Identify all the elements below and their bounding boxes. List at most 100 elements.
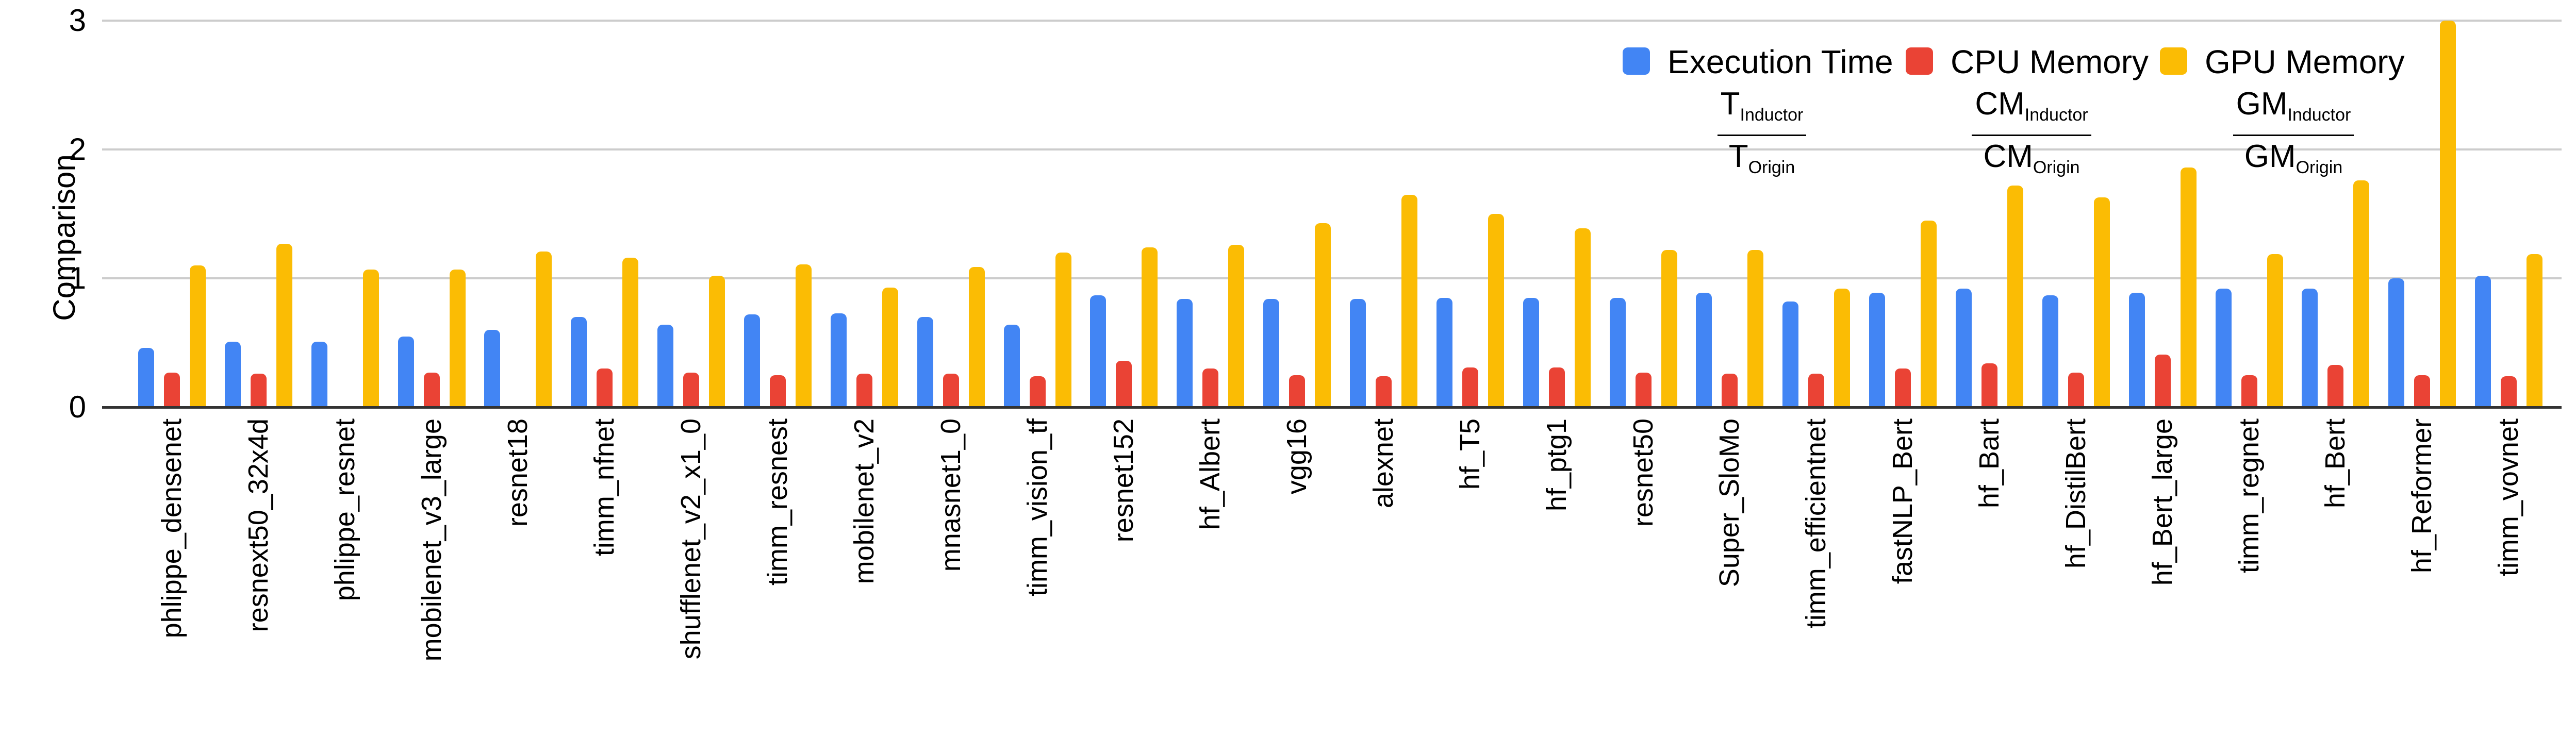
bar-gpu-memory <box>1315 223 1331 407</box>
y-tick-label: 0 <box>69 390 86 424</box>
x-axis-label-text: timm_vision_tf <box>1021 418 1053 597</box>
bar-execution-time <box>571 317 587 407</box>
bar-cpu-memory <box>2327 364 2344 407</box>
bar-gpu-memory <box>1661 250 1677 407</box>
bar-gpu-memory <box>709 276 725 407</box>
x-axis-label-text: timm_vovnet <box>2493 418 2524 577</box>
x-axis-label-text: mobilenet_v3_large <box>416 418 447 662</box>
formula-numerator-main: CM <box>1975 86 2025 122</box>
bar-gpu-memory <box>882 287 898 407</box>
x-axis-label-text: timm_regnet <box>2233 418 2265 574</box>
x-axis-label: shufflenet_v2_x1_0 <box>675 418 707 676</box>
x-axis-label-text: hf_Albert <box>1195 418 1226 530</box>
bar-execution-time <box>1782 301 1799 407</box>
bar-execution-time <box>1090 295 1107 407</box>
bar-execution-time <box>1955 289 1972 407</box>
x-axis-label-text: timm_efficientnet <box>1801 418 1832 629</box>
x-axis-label-text: hf_Reformer <box>2406 418 2438 574</box>
bar-execution-time <box>2042 295 2058 407</box>
bar-gpu-memory <box>2093 197 2110 407</box>
x-axis-label-text: fastNLP_Bert <box>1887 418 1919 584</box>
bar-gpu-memory <box>190 265 206 407</box>
x-axis-label-text: resnext50_32x4d <box>242 418 274 632</box>
bar-gpu-memory <box>622 258 639 407</box>
x-axis-label-text: hf_DistilBert <box>2060 418 2091 569</box>
x-axis-label: timm_vision_tf <box>1021 418 1053 676</box>
x-axis-label: fastNLP_Bert <box>1887 418 1919 676</box>
bar-cpu-memory <box>1981 363 1997 407</box>
formula-numerator: TInductor <box>1717 88 1807 136</box>
x-axis-label-text: resnet18 <box>502 418 534 527</box>
bar-gpu-memory <box>276 243 292 407</box>
x-axis-label: hf_Bert <box>2320 418 2351 676</box>
x-axis-label-text: shufflenet_v2_x1_0 <box>675 418 707 660</box>
bar-gpu-memory <box>1921 220 1937 407</box>
bar-cpu-memory <box>2241 375 2257 407</box>
bar-gpu-memory <box>2267 254 2283 407</box>
legend-color-swatch-icon <box>1906 47 1933 75</box>
bar-execution-time <box>1696 292 1712 407</box>
bar-gpu-memory <box>1574 228 1591 407</box>
formula-numerator: CMInductor <box>1972 88 2091 136</box>
x-axis-label: mobilenet_v2 <box>849 418 880 676</box>
formula-denominator: TOrigin <box>1659 140 1865 184</box>
x-axis-label: hf_T5 <box>1454 418 1485 676</box>
x-axis-label: phlippe_resnet <box>329 418 360 676</box>
bar-cpu-memory <box>1462 367 1478 407</box>
bar-gpu-memory <box>2527 254 2543 407</box>
x-axis-label: timm_nfnet <box>589 418 620 676</box>
formula-denominator-sub: Origin <box>2033 158 2080 177</box>
formula-denominator: GMOrigin <box>2190 140 2397 184</box>
bar-cpu-memory <box>683 372 700 407</box>
formula-denominator-main: CM <box>1983 139 2033 174</box>
x-axis-line <box>102 406 2562 409</box>
bar-gpu-memory <box>968 266 985 407</box>
x-axis-label: timm_resnest <box>762 418 793 676</box>
formula-numerator-sub: Inductor <box>1740 105 1804 125</box>
bar-execution-time <box>1523 297 1539 407</box>
bar-execution-time <box>1177 299 1193 407</box>
bar-cpu-memory <box>423 372 440 407</box>
bar-cpu-memory <box>1722 374 1738 407</box>
bar-execution-time <box>1349 299 1366 407</box>
x-axis-label-text: Super_SloMo <box>1714 418 1745 588</box>
bar-gpu-memory <box>2007 186 2023 407</box>
formula-denominator-main: GM <box>2244 139 2296 174</box>
bar-cpu-memory <box>1375 376 1392 407</box>
x-axis-label: Super_SloMo <box>1714 418 1745 676</box>
legend-label: GPU Memory <box>2205 43 2405 80</box>
legend-label: Execution Time <box>1667 43 1893 80</box>
bar-execution-time <box>1869 292 1886 407</box>
x-axis-label-text: hf_ptg1 <box>1541 418 1572 512</box>
bar-cpu-memory <box>250 374 267 407</box>
x-axis-label-text: hf_T5 <box>1454 418 1485 490</box>
bar-execution-time <box>1436 297 1452 407</box>
bar-gpu-memory <box>1488 214 1504 407</box>
bar-execution-time <box>138 348 154 407</box>
x-axis-label-text: timm_resnest <box>762 418 793 586</box>
x-axis-label-text: phlippe_resnet <box>329 418 360 601</box>
y-axis-title: Comparison <box>47 154 81 321</box>
x-axis-label-text: phlippe_densenet <box>156 418 187 639</box>
legend-color-swatch-icon <box>1623 47 1650 75</box>
bar-gpu-memory <box>1834 289 1851 407</box>
x-axis-label: hf_Albert <box>1195 418 1226 676</box>
legend-formula-gpu-memory: GMInductor GMOrigin <box>2190 88 2397 184</box>
x-axis-label: hf_Reformer <box>2406 418 2438 676</box>
bar-gpu-memory <box>2353 180 2370 407</box>
bar-execution-time <box>830 313 847 407</box>
y-tick-label: 1 <box>69 261 86 295</box>
bar-cpu-memory <box>943 374 959 407</box>
bar-execution-time <box>1609 297 1626 407</box>
x-axis-label: hf_DistilBert <box>2060 418 2091 676</box>
bar-cpu-memory <box>1116 361 1132 407</box>
formula-denominator-main: T <box>1728 139 1748 174</box>
bar-gpu-memory <box>2440 21 2456 407</box>
bar-gpu-memory <box>1142 247 1158 407</box>
x-axis-label: alexnet <box>1367 418 1399 676</box>
x-axis-label: vgg16 <box>1281 418 1312 676</box>
bar-execution-time <box>2128 292 2145 407</box>
bar-cpu-memory <box>164 372 180 407</box>
x-axis-label-text: alexnet <box>1367 418 1399 509</box>
x-axis-label-text: hf_Bart <box>1973 418 2005 509</box>
